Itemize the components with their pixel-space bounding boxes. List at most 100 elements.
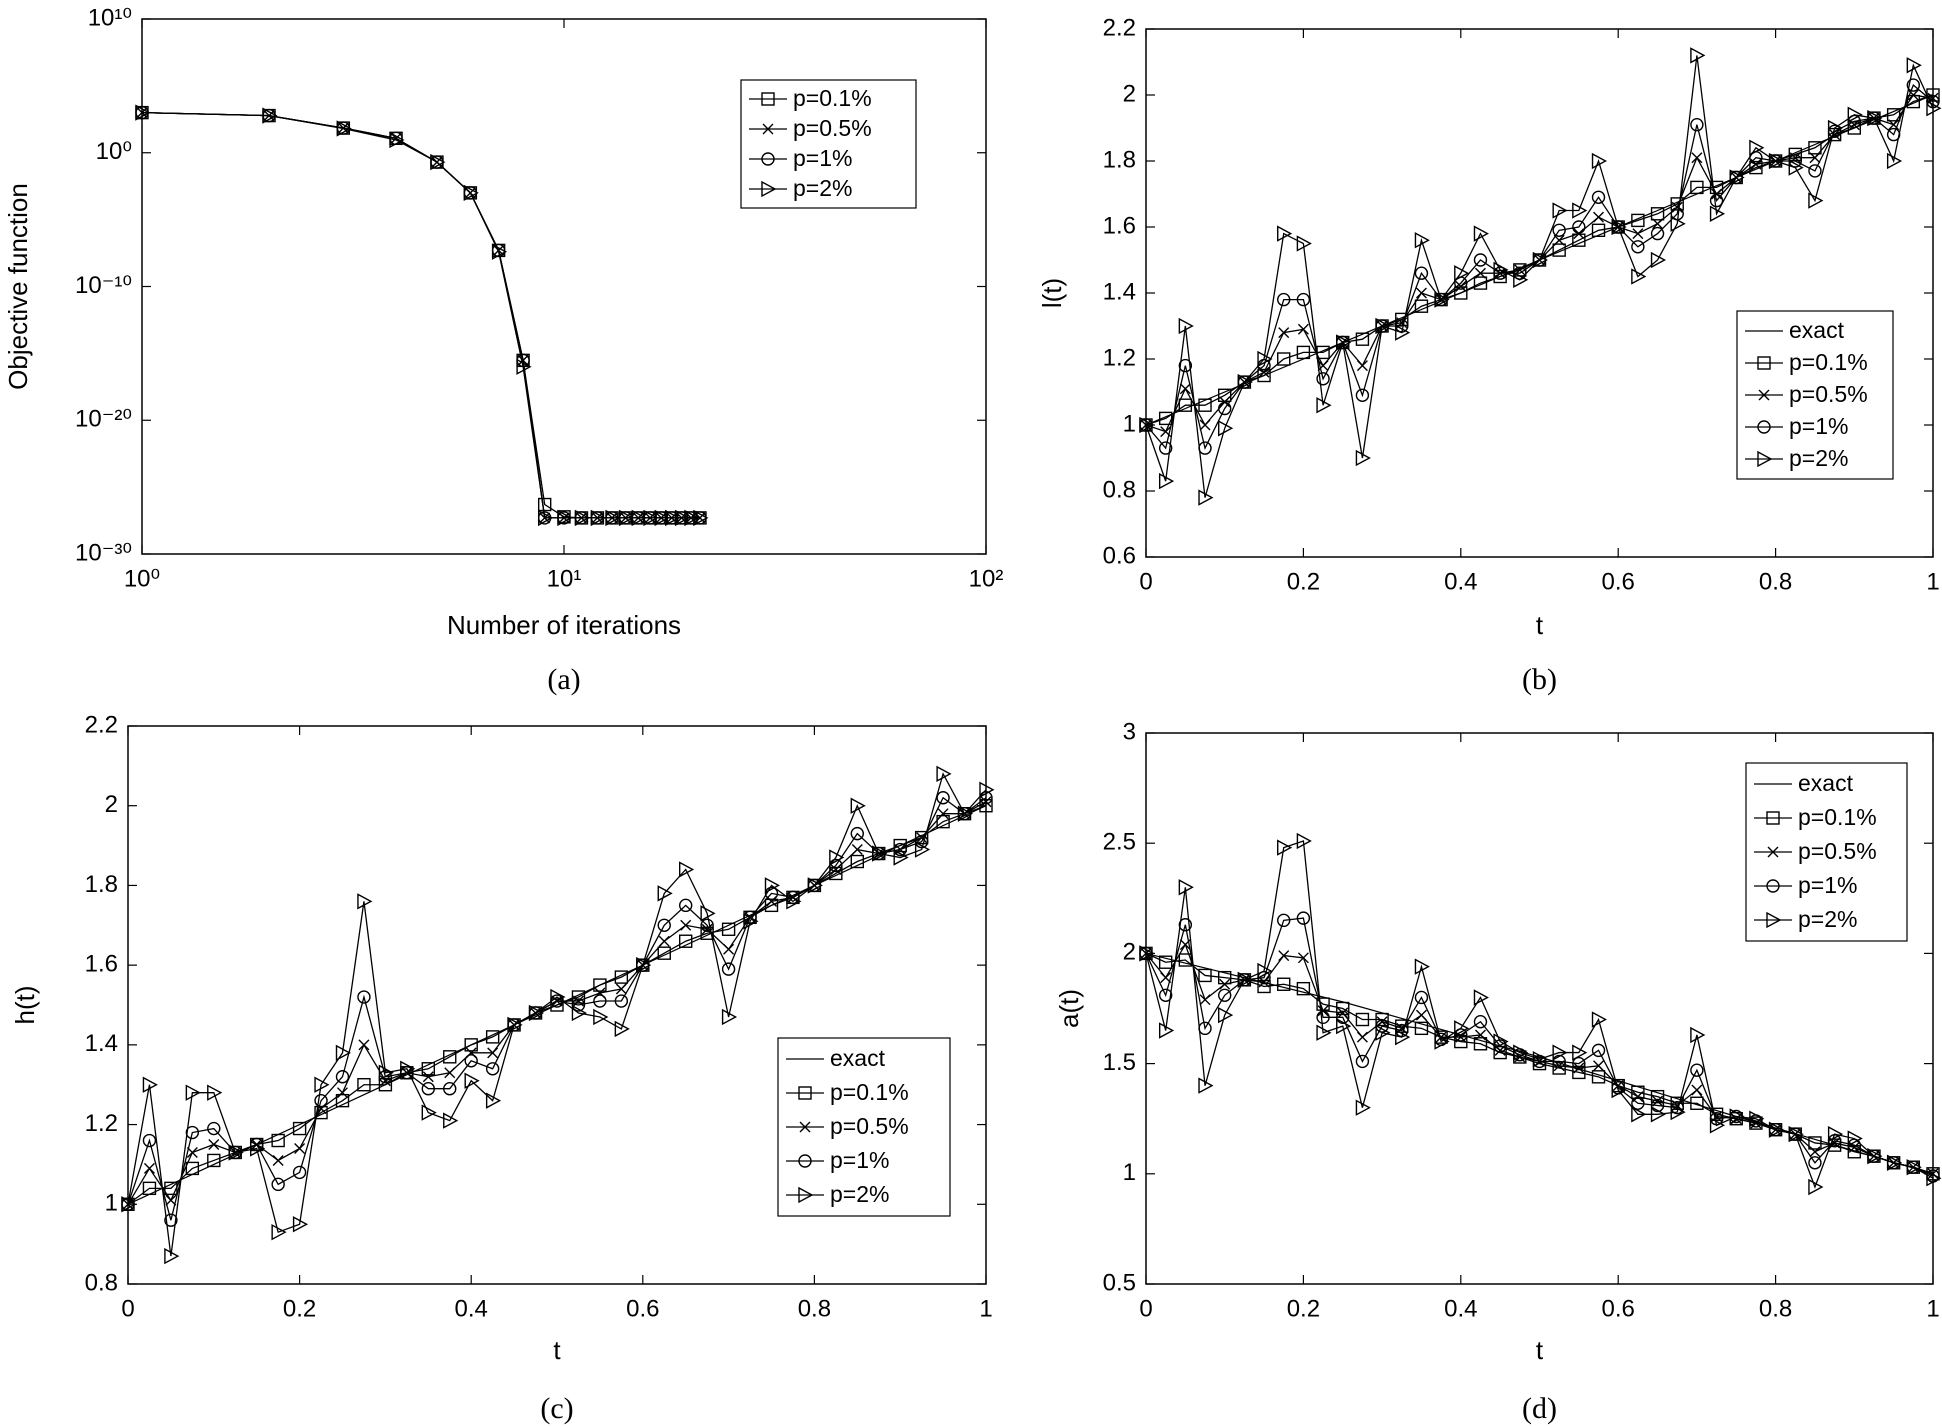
legend-marker xyxy=(1758,389,1770,401)
marker-x xyxy=(658,935,670,947)
marker-x xyxy=(294,1142,306,1154)
marker-x xyxy=(1691,1084,1703,1096)
legend-label: p=0.5% xyxy=(1789,381,1868,407)
marker-x xyxy=(1809,1146,1821,1158)
marker-circle xyxy=(1552,223,1566,238)
marker-circle xyxy=(464,1054,478,1068)
marker-x xyxy=(1179,383,1191,395)
marker-square xyxy=(1414,299,1429,313)
marker-square xyxy=(1552,243,1566,257)
marker-triangle xyxy=(1788,1125,1804,1143)
marker-square xyxy=(485,1030,500,1044)
marker-x xyxy=(1297,323,1309,335)
marker-x xyxy=(1415,287,1427,299)
chart: 0 0.2 0.4 0.6 0.8 1 0.5 1 1.5 2 2.5 3 exact p=0.1% p=0… xyxy=(1054,718,1942,1425)
marker-square xyxy=(1414,1021,1429,1036)
marker-x xyxy=(615,983,627,995)
marker-x xyxy=(1553,234,1565,246)
marker-circle xyxy=(1709,193,1724,208)
marker-triangle xyxy=(1768,1121,1785,1138)
marker-circle xyxy=(421,1081,435,1096)
marker-triangle xyxy=(1552,202,1568,219)
marker-x xyxy=(1474,267,1486,279)
marker-circle xyxy=(1414,990,1429,1005)
marker-square xyxy=(1198,968,1212,983)
marker-triangle xyxy=(1434,291,1450,308)
marker-square xyxy=(850,854,864,869)
legend-label: p=0.5% xyxy=(1798,838,1877,864)
marker-x xyxy=(379,1075,391,1087)
marker-square xyxy=(1631,213,1645,228)
marker-x xyxy=(980,796,992,808)
marker-triangle xyxy=(1218,1006,1234,1024)
marker-triangle xyxy=(957,805,974,822)
marker-triangle xyxy=(443,1112,459,1129)
marker-triangle xyxy=(618,509,635,527)
marker-triangle xyxy=(389,131,405,149)
marker-x xyxy=(830,863,842,875)
marker-triangle xyxy=(314,1076,330,1093)
marker-triangle xyxy=(614,1020,630,1038)
marker-triangle xyxy=(1926,1170,1942,1187)
marker-x xyxy=(1907,89,1919,101)
marker-triangle xyxy=(1827,1125,1844,1143)
marker-triangle xyxy=(1355,449,1371,467)
y-tick-label: 1 xyxy=(1123,410,1136,437)
y-tick-label: 2.2 xyxy=(85,711,118,738)
marker-x xyxy=(1337,1007,1349,1019)
marker-triangle xyxy=(1906,1159,1922,1176)
marker-x xyxy=(1593,1060,1605,1072)
marker-triangle xyxy=(1198,489,1214,506)
caption: (d) xyxy=(1522,1392,1557,1425)
y-axis-label: Objective function xyxy=(3,183,33,390)
marker-circle xyxy=(764,886,779,901)
y-tick-label: 2.5 xyxy=(1103,829,1136,856)
chart: 10⁰ 10¹ 10²10⁻³⁰10⁻²⁰10⁻¹⁰10⁰10¹⁰p=0.1%p=0… xyxy=(3,4,1003,696)
marker-triangle xyxy=(1454,1020,1470,1037)
marker-triangle xyxy=(936,765,952,783)
marker-circle xyxy=(1414,266,1429,280)
marker-triangle xyxy=(893,849,909,866)
marker-square xyxy=(936,814,950,829)
marker-circle xyxy=(571,998,586,1012)
x-tick-label: 0.4 xyxy=(1444,1295,1477,1322)
marker-circle xyxy=(314,1093,328,1108)
legend-marker xyxy=(1767,846,1779,858)
marker-triangle xyxy=(1513,1044,1529,1061)
legend-label: exact xyxy=(1789,317,1845,343)
marker-triangle xyxy=(605,509,621,527)
marker-circle xyxy=(1808,1156,1822,1170)
marker-triangle xyxy=(557,509,573,527)
x-tick-label: 10¹ xyxy=(547,565,582,592)
marker-triangle xyxy=(631,509,647,527)
marker-triangle xyxy=(1532,251,1548,269)
marker-x xyxy=(1809,152,1821,164)
legend-label: p=0.1% xyxy=(830,1079,909,1105)
x-tick-label: 0 xyxy=(121,1295,134,1322)
marker-circle xyxy=(1336,1010,1350,1025)
marker-x xyxy=(186,1146,198,1158)
marker-x xyxy=(1317,360,1329,372)
marker-x xyxy=(723,943,735,955)
marker-square xyxy=(700,926,714,940)
y-tick-label: 1 xyxy=(105,1190,118,1217)
marker-square xyxy=(721,922,736,936)
x-tick-label: 0.8 xyxy=(798,1295,831,1322)
caption: (c) xyxy=(540,1392,573,1425)
y-tick-label: 1.4 xyxy=(1103,278,1136,305)
marker-triangle xyxy=(786,893,802,910)
marker-triangle xyxy=(1296,235,1312,252)
marker-triangle xyxy=(1631,1106,1647,1123)
x-tick-label: 1 xyxy=(979,1295,992,1322)
y-tick-label: 10⁰ xyxy=(96,138,132,165)
x-tick-label: 10² xyxy=(969,565,1004,592)
x-tick-label: 0.2 xyxy=(1287,568,1320,595)
marker-square xyxy=(657,946,671,960)
marker-triangle xyxy=(1670,1103,1686,1121)
marker-circle xyxy=(593,994,607,1008)
x-tick-label: 0 xyxy=(1139,1295,1152,1322)
marker-square xyxy=(1296,981,1311,996)
marker-circle xyxy=(1473,1015,1488,1029)
marker-triangle xyxy=(636,956,652,974)
marker-circle xyxy=(1631,240,1645,254)
